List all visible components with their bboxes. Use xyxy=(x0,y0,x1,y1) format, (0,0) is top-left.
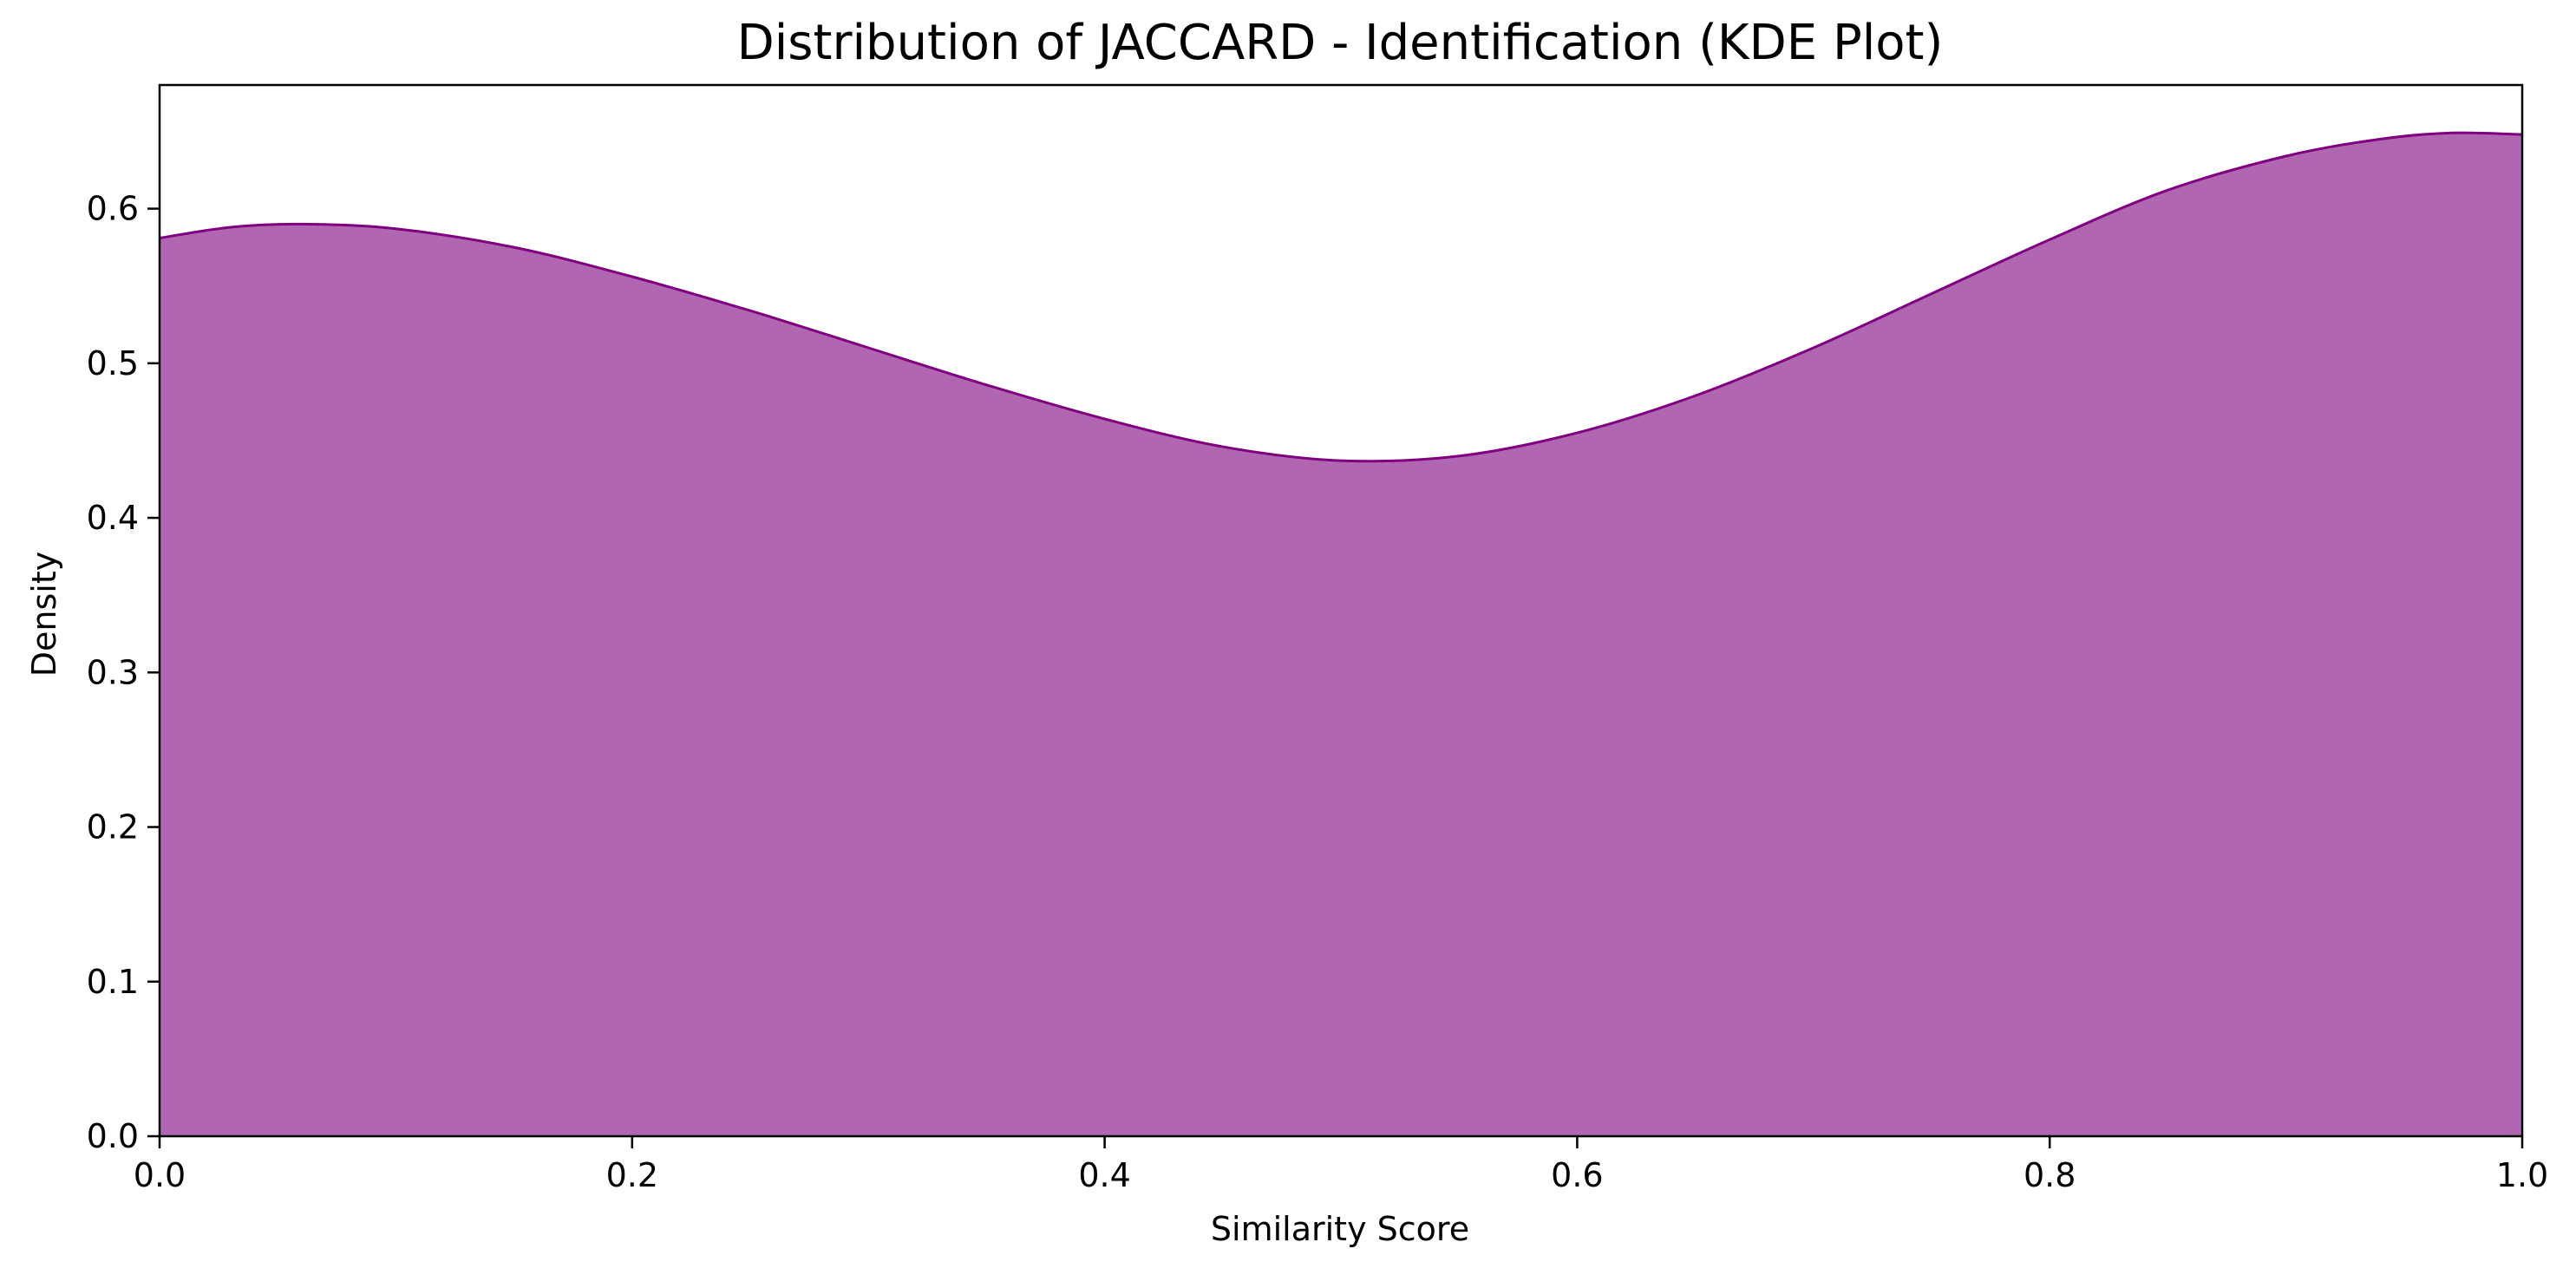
x-axis-label: Similarity Score xyxy=(1211,1210,1469,1248)
y-tick-label: 0.5 xyxy=(87,344,139,382)
x-axis: 0.0 0.2 0.4 0.6 0.8 1.0 xyxy=(134,1136,2548,1194)
x-tick-label: 0.8 xyxy=(2024,1156,2076,1194)
kde-density-line xyxy=(159,131,2523,463)
x-tick-label: 0.4 xyxy=(1078,1156,1130,1194)
y-axis-label: Density xyxy=(25,552,63,677)
y-tick-label: 0.0 xyxy=(87,1117,139,1155)
x-tick-label: 0.6 xyxy=(1551,1156,1603,1194)
x-tick-label: 0.0 xyxy=(134,1156,186,1194)
plot-area xyxy=(159,131,2523,1137)
y-axis: 0.0 0.1 0.2 0.3 0.4 0.5 0.6 xyxy=(87,190,160,1155)
y-tick-label: 0.3 xyxy=(87,653,139,691)
axes-frame xyxy=(158,83,2524,1138)
y-tick-label: 0.2 xyxy=(87,808,139,847)
y-tick-label: 0.6 xyxy=(87,190,139,228)
kde-area-fill xyxy=(160,133,2522,1137)
x-tick-label: 1.0 xyxy=(2496,1156,2548,1194)
chart-title: Distribution of JACCARD - Identification… xyxy=(737,15,1944,71)
y-tick-label: 0.4 xyxy=(87,499,139,537)
y-tick-label: 0.1 xyxy=(87,963,139,1001)
x-tick-label: 0.2 xyxy=(606,1156,658,1194)
